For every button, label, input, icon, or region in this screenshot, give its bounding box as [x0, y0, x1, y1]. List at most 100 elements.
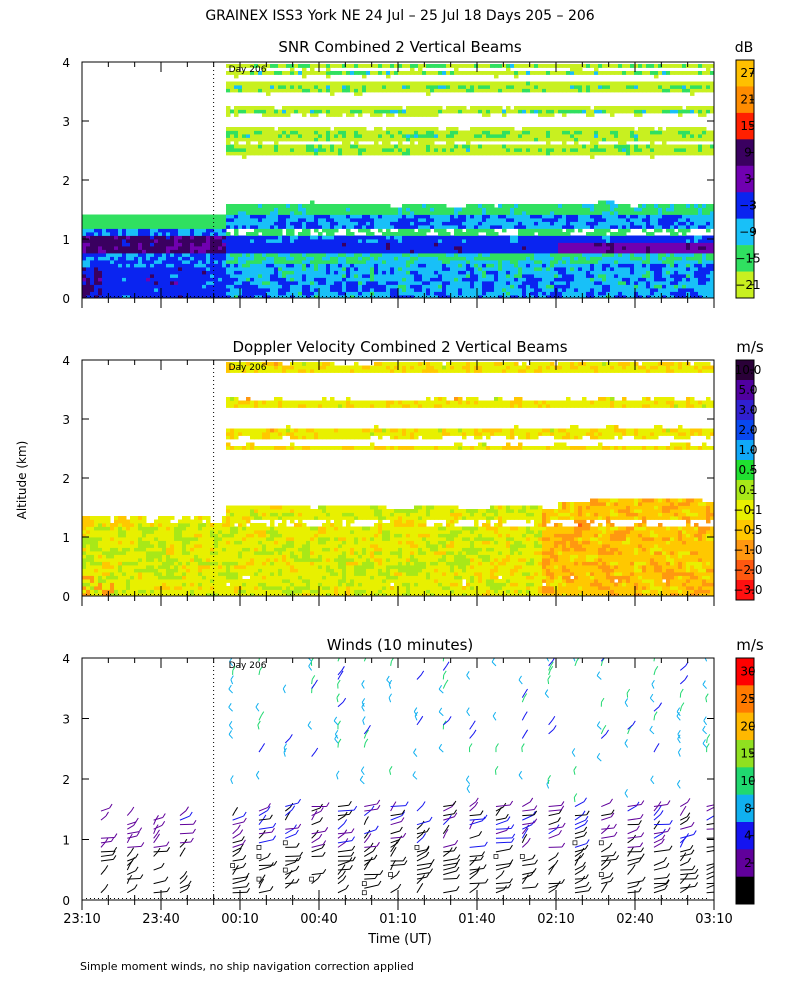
snr-cell	[170, 274, 175, 278]
velocity-cell	[242, 362, 247, 370]
snr-cell	[506, 127, 511, 131]
snr-cell	[510, 288, 515, 296]
snr-cell	[438, 64, 443, 68]
snr-cell	[674, 232, 679, 236]
snr-cell	[662, 288, 667, 296]
snr-cell	[350, 232, 355, 236]
snr-cell	[354, 235, 359, 254]
snr-cell	[434, 235, 439, 243]
snr-cell	[678, 288, 683, 298]
velocity-cell	[550, 446, 555, 450]
velocity-cell	[346, 558, 351, 562]
velocity-cell	[190, 589, 195, 596]
snr-cell	[270, 242, 275, 254]
velocity-cell	[458, 509, 463, 513]
velocity-cell	[390, 551, 395, 555]
snr-cell	[126, 260, 131, 264]
snr-cell	[290, 253, 295, 257]
snr-cell	[658, 263, 663, 282]
velocity-cell	[90, 586, 95, 590]
velocity-cell	[538, 400, 543, 405]
velocity-cell	[482, 540, 487, 545]
snr-cell	[570, 242, 575, 254]
snr-cell	[574, 127, 579, 131]
velocity-cell	[346, 561, 351, 566]
velocity-cell	[270, 509, 275, 513]
snr-cell	[170, 284, 175, 298]
velocity-cell	[86, 537, 91, 545]
velocity-cell	[94, 586, 99, 590]
snr-cell	[634, 260, 639, 282]
velocity-cell	[394, 428, 399, 433]
snr-cell	[362, 127, 367, 142]
snr-cell	[674, 235, 679, 243]
velocity-cell	[546, 362, 551, 366]
snr-cell	[178, 256, 183, 261]
velocity-cell	[514, 404, 519, 408]
velocity-cell	[322, 537, 327, 545]
snr-cell	[310, 200, 315, 215]
velocity-cell	[238, 446, 243, 450]
snr-cell	[258, 263, 263, 275]
snr-cell	[574, 263, 579, 289]
snr-cell	[274, 151, 279, 156]
velocity-cell	[314, 432, 319, 440]
velocity-cell	[114, 589, 119, 596]
snr-cell	[322, 64, 327, 68]
snr-cell	[634, 81, 639, 86]
snr-cell	[482, 204, 487, 208]
snr-cell	[298, 214, 303, 219]
snr-cell	[366, 228, 371, 236]
velocity-cell	[274, 547, 279, 552]
velocity-cell	[350, 533, 355, 548]
velocity-cell	[274, 551, 279, 559]
velocity-cell	[342, 512, 347, 517]
snr-cell	[590, 253, 595, 257]
velocity-cell	[110, 530, 115, 538]
snr-cell	[298, 88, 303, 93]
snr-cell	[290, 263, 295, 268]
velocity-cell	[246, 526, 251, 534]
snr-cell	[326, 253, 331, 261]
snr-cell	[570, 88, 575, 93]
snr-cell	[202, 242, 207, 254]
velocity-cell	[426, 362, 431, 373]
snr-cell	[554, 263, 559, 268]
velocity-cell	[506, 526, 511, 534]
snr-cell	[626, 88, 631, 93]
snr-cell	[430, 71, 435, 75]
snr-cell	[642, 144, 647, 156]
snr-cell	[130, 253, 135, 261]
snr-cell	[490, 263, 495, 268]
snr-cell	[602, 235, 607, 240]
snr-cell	[290, 228, 295, 236]
snr-cell	[454, 81, 459, 93]
velocity-cell	[394, 533, 399, 538]
snr-cell	[406, 228, 411, 236]
snr-cell	[346, 256, 351, 264]
snr-cell	[478, 214, 483, 222]
snr-cell	[606, 71, 611, 75]
snr-cell	[306, 127, 311, 142]
snr-cell	[586, 263, 591, 271]
velocity-cell	[254, 523, 259, 531]
velocity-cell	[450, 446, 455, 450]
snr-cell	[498, 71, 503, 75]
velocity-cell	[278, 365, 283, 373]
snr-cell	[362, 291, 367, 298]
velocity-cell	[106, 568, 111, 573]
velocity-cell	[482, 442, 487, 447]
velocity-cell	[290, 446, 295, 450]
snr-cell	[598, 151, 603, 156]
snr-cell	[694, 81, 699, 86]
velocity-cell	[410, 547, 415, 552]
snr-cell	[534, 277, 539, 298]
velocity-cell	[454, 400, 459, 408]
velocity-cell	[482, 400, 487, 408]
velocity-cell	[314, 362, 319, 373]
velocity-cell	[126, 565, 131, 580]
velocity-cell	[142, 572, 147, 590]
velocity-cell	[178, 519, 183, 524]
snr-cell	[662, 277, 667, 282]
snr-cell	[398, 71, 403, 75]
